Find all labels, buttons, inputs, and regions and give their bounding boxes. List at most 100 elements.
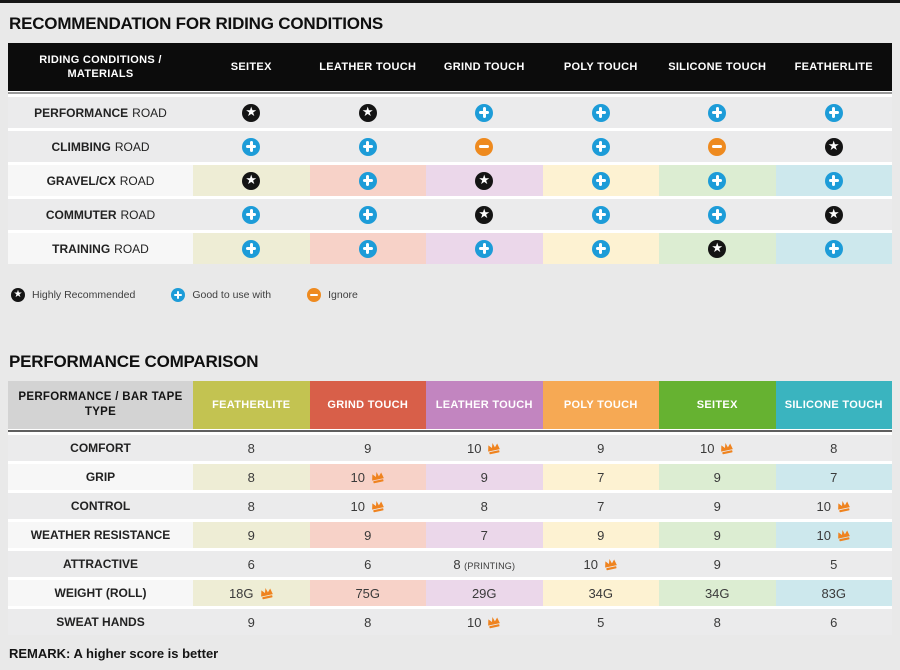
score-value: 6 <box>248 557 255 572</box>
table-row: COMMUTER ROAD <box>8 199 892 230</box>
row-label-rest: ROAD <box>114 241 149 256</box>
rating-cell <box>775 233 892 264</box>
score-value: 10 <box>351 499 365 514</box>
rating-cell <box>309 165 426 196</box>
score-number: 29G <box>471 585 497 601</box>
table-row: GRAVEL/CX ROAD <box>8 165 892 196</box>
top-border <box>0 0 900 3</box>
score-number: 9 <box>480 469 488 485</box>
table-row: ATTRACTIVE 6 6 8 (PRINTING) 10 9 5 <box>8 551 892 577</box>
score-number: 8 <box>364 614 372 630</box>
score-cell: 8 <box>309 609 426 635</box>
corner-cell-performance: PERFORMANCE / BAR TAPE TYPE <box>8 381 193 429</box>
score-cell: 5 <box>542 609 659 635</box>
score-number: 9 <box>713 469 721 485</box>
score-value: 9 <box>714 499 721 514</box>
score-number: 6 <box>364 556 372 572</box>
rating-cell <box>309 233 426 264</box>
score-value: 9 <box>714 528 721 543</box>
rating-cell <box>659 97 776 128</box>
score-value: 6 <box>830 615 837 630</box>
column-header-material: LEATHER TOUCH <box>319 60 417 73</box>
score-cell: 7 <box>542 464 659 490</box>
score-number: 9 <box>364 527 372 543</box>
riding-conditions-body: PERFORMANCEROADCLIMBINGROADGRAVEL/CXROAD… <box>8 97 892 264</box>
highly-recommended-star-icon <box>475 205 494 224</box>
row-label: ATTRACTIVE <box>8 551 193 577</box>
score-cell: 10 <box>426 609 543 635</box>
score-number: 10 <box>816 498 831 514</box>
score-number: 9 <box>713 556 721 572</box>
good-to-use-plus-icon <box>475 239 494 258</box>
score-cell: 6 <box>193 551 310 577</box>
rating-cell <box>775 199 892 230</box>
score-number: 34G <box>704 585 730 601</box>
rating-cell <box>775 97 892 128</box>
score-value: 8 <box>714 615 721 630</box>
good-to-use-plus-icon <box>242 205 261 224</box>
score-suffix: (PRINTING) <box>464 560 516 571</box>
score-cell: 9 <box>659 522 776 548</box>
score-value: 5 <box>597 615 604 630</box>
row-label: COMFORT <box>8 435 193 461</box>
rating-cell <box>309 131 426 162</box>
table-row: CLIMBING ROAD <box>8 131 892 162</box>
score-cell: 8 <box>775 435 892 461</box>
rating-cell <box>193 199 310 230</box>
score-value: 6 <box>364 557 371 572</box>
score-value: 10 <box>817 499 831 514</box>
score-value: 10 <box>467 615 481 630</box>
ignore-minus-icon <box>708 137 727 156</box>
score-number: 18G <box>228 585 254 601</box>
row-label-rest: ROAD <box>120 207 156 222</box>
score-value: 9 <box>597 528 604 543</box>
score-cell: 9 <box>542 435 659 461</box>
highly-recommended-star-icon <box>242 171 261 190</box>
riding-conditions-header: RIDING CONDITIONS / MATERIALS SEITEX LEAT… <box>8 43 892 91</box>
performance-comparison-header: PERFORMANCE / BAR TAPE TYPE FEATHERLITE G… <box>8 381 892 429</box>
score-number: 9 <box>713 498 721 514</box>
good-to-use-plus-icon <box>242 239 261 258</box>
score-value: 8 <box>248 441 255 456</box>
good-to-use-plus-icon <box>591 103 610 122</box>
column-header-bar-tape: LEATHER TOUCH <box>426 381 543 429</box>
rating-cell <box>659 233 776 264</box>
best-score-crown-icon <box>838 501 850 513</box>
rating-cell <box>426 233 543 264</box>
legend-item: Good to use with <box>171 288 271 302</box>
score-number: 9 <box>247 527 255 543</box>
good-to-use-plus-icon <box>358 205 377 224</box>
score-cell: 9 <box>659 464 776 490</box>
rating-cell <box>775 165 892 196</box>
score-cell: 10 <box>775 522 892 548</box>
row-label-rest: ROAD <box>132 105 167 120</box>
performance-comparison-body: COMFORT 8 9 10 9 10 8 GRIP 8 10 9 7 9 7 CONTROL 8 10 8 7 9 1… <box>8 435 892 635</box>
good-to-use-plus-icon <box>358 239 377 258</box>
good-to-use-plus-icon <box>171 288 186 302</box>
score-value: 83G <box>821 586 846 601</box>
score-cell: 7 <box>775 464 892 490</box>
score-cell: 9 <box>309 522 426 548</box>
score-cell: 34G <box>659 580 776 606</box>
ignore-minus-icon <box>475 137 494 156</box>
legend-label: Highly Recommended <box>32 289 136 301</box>
score-cell: 8 (PRINTING) <box>426 551 543 577</box>
score-number: 9 <box>247 614 255 630</box>
score-cell: 8 <box>659 609 776 635</box>
score-value: 8 <box>364 615 371 630</box>
score-number: 10 <box>350 498 365 514</box>
header-divider <box>8 92 892 94</box>
column-header-material: SILICONE TOUCH <box>668 60 767 73</box>
rating-cell <box>775 131 892 162</box>
score-cell: 7 <box>542 493 659 519</box>
row-label: GRIP <box>8 464 193 490</box>
highly-recommended-star-icon <box>708 239 727 258</box>
score-cell: 5 <box>775 551 892 577</box>
good-to-use-plus-icon <box>591 171 610 190</box>
score-number: 5 <box>830 556 838 572</box>
good-to-use-plus-icon <box>358 137 377 156</box>
legend-label: Ignore <box>328 289 358 301</box>
good-to-use-plus-icon <box>475 103 494 122</box>
score-value: 8 <box>248 499 255 514</box>
score-value: 9 <box>714 470 721 485</box>
